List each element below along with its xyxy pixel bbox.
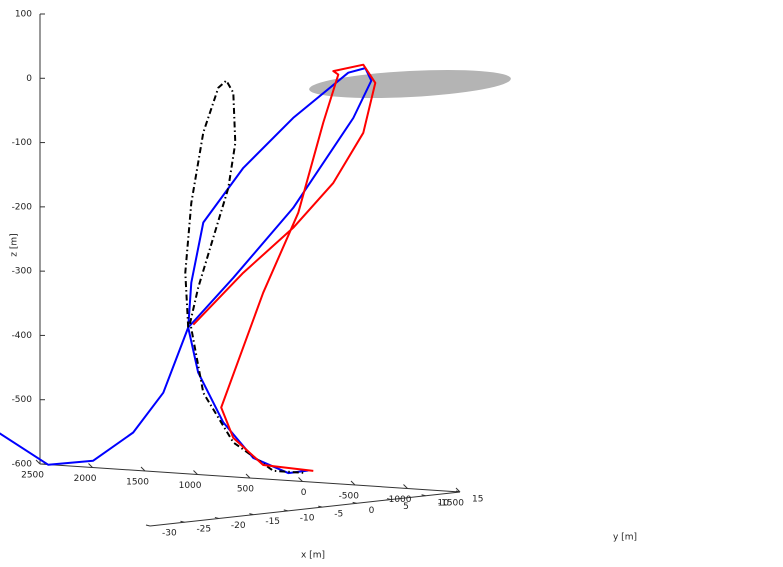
trajectory bbox=[0, 67, 373, 475]
z-tick-label: -200 bbox=[12, 202, 33, 212]
y-tick-label: 0 bbox=[369, 506, 375, 516]
obstacle-disc bbox=[309, 69, 511, 99]
y-tick-label: 5 bbox=[403, 502, 409, 512]
y-tick-label: -5 bbox=[334, 510, 343, 520]
z-tick-label: 100 bbox=[15, 10, 32, 20]
x-tick-label: -500 bbox=[339, 492, 360, 502]
x-tick bbox=[403, 484, 408, 489]
x-tick-label: 0 bbox=[301, 488, 307, 498]
y-tick bbox=[180, 520, 185, 523]
x-tick-label: 2000 bbox=[74, 474, 97, 484]
x-axis-label: x [m] bbox=[301, 551, 325, 561]
y-tick bbox=[283, 509, 288, 512]
y-tick-label: -15 bbox=[265, 517, 280, 527]
trajectory bbox=[192, 63, 377, 472]
x-tick bbox=[245, 473, 251, 479]
x-tick-label: -1500 bbox=[438, 499, 464, 509]
z-tick-label: -100 bbox=[12, 138, 33, 148]
y-tick-label: -25 bbox=[196, 525, 211, 535]
trajectory bbox=[184, 79, 304, 474]
x-tick-label: 1500 bbox=[126, 478, 149, 488]
x-tick-label: 2500 bbox=[21, 471, 44, 481]
y-axis bbox=[149, 491, 461, 527]
y-tick bbox=[455, 490, 461, 493]
y-tick bbox=[352, 501, 357, 504]
y-tick-label: -30 bbox=[162, 529, 177, 539]
y-tick bbox=[318, 505, 323, 508]
x-tick-label: 500 bbox=[237, 485, 254, 495]
y-tick-label: 15 bbox=[472, 495, 483, 505]
y-tick bbox=[386, 498, 392, 501]
y-tick bbox=[421, 494, 426, 497]
y-tick-label: 10 bbox=[438, 498, 450, 508]
x-tick bbox=[88, 463, 93, 468]
z-axis-label: z [m] bbox=[10, 233, 20, 256]
x-tick bbox=[193, 470, 198, 475]
x-tick bbox=[35, 459, 41, 465]
y-tick-label: -10 bbox=[300, 513, 315, 523]
x-tick bbox=[140, 466, 146, 472]
z-tick-label: -600 bbox=[12, 460, 33, 470]
z-tick-label: -500 bbox=[12, 395, 33, 405]
y-tick bbox=[249, 513, 254, 516]
x-tick-label: 1000 bbox=[179, 481, 202, 491]
z-tick-label: 0 bbox=[26, 74, 32, 84]
z-tick-label: -400 bbox=[12, 331, 33, 341]
x-tick-label: -1000 bbox=[385, 495, 411, 505]
y-tick bbox=[145, 524, 151, 527]
x-tick bbox=[350, 480, 356, 486]
z-tick-label: -300 bbox=[12, 267, 33, 277]
y-tick-label: -20 bbox=[231, 521, 246, 531]
y-tick bbox=[214, 516, 220, 519]
y-axis-label: y [m] bbox=[613, 533, 637, 543]
x-tick bbox=[298, 477, 303, 482]
